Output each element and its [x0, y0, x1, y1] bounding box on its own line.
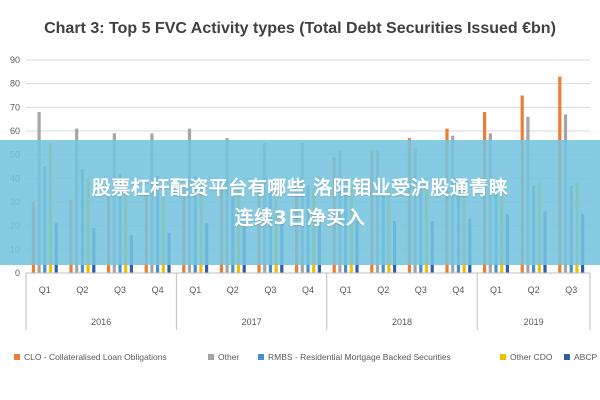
- y-tick-label: 90: [10, 55, 20, 65]
- x-tick-label: Q3: [565, 285, 577, 295]
- x-tick-label: Q3: [114, 285, 126, 295]
- x-tick-label: Q1: [340, 285, 352, 295]
- x-tick-label: Q4: [152, 285, 164, 295]
- chart-title: Chart 3: Top 5 FVC Activity types (Total…: [44, 20, 556, 37]
- legend-swatch: [14, 354, 20, 360]
- legend-label: Other: [218, 352, 239, 362]
- x-tick-label: Q3: [415, 285, 427, 295]
- overlay-banner[interactable]: 股票杠杆配资平台有哪些 洛阳钼业受沪股通青睐 连续3日净买入: [0, 140, 600, 265]
- x-tick-label: Q1: [490, 285, 502, 295]
- y-tick-label: 70: [10, 102, 20, 112]
- legend-label: CLO - Collateralised Loan Obligations: [24, 352, 167, 362]
- x-tick-label: Q1: [39, 285, 51, 295]
- y-tick-label: 80: [10, 79, 20, 89]
- year-label: 2018: [392, 317, 412, 327]
- legend-swatch: [500, 354, 506, 360]
- x-tick-label: Q4: [452, 285, 464, 295]
- legend-swatch: [564, 354, 570, 360]
- year-label: 2019: [524, 317, 544, 327]
- x-tick-label: Q2: [528, 285, 540, 295]
- x-tick-label: Q2: [377, 285, 389, 295]
- y-tick-label: 60: [10, 126, 20, 136]
- legend-swatch: [258, 354, 264, 360]
- legend-swatch: [208, 354, 214, 360]
- y-tick-label: 0: [15, 268, 20, 278]
- banner-line-1: 股票杠杆配资平台有哪些 洛阳钼业受沪股通青睐: [91, 176, 509, 199]
- x-tick-label: Q1: [189, 285, 201, 295]
- x-tick-label: Q2: [76, 285, 88, 295]
- banner-line-2: 连续3日净买入: [234, 206, 366, 229]
- legend-label: Other CDO: [510, 352, 553, 362]
- x-axis: Q1 Q2 Q3 Q4 Q1 Q2 Q3 Q4 Q1 Q2 Q3 Q4 Q1 Q2 Q3 2016 2017 20…: [25, 272, 591, 330]
- legend: CLO - Collateralised Loan Obligations Oth…: [14, 352, 597, 362]
- year-label: 2017: [242, 317, 262, 327]
- x-tick-label: Q3: [264, 285, 276, 295]
- legend-label: RMBS - Residential Mortgage Backed Secur…: [268, 352, 451, 362]
- legend-label: ABCP: [574, 352, 597, 362]
- x-tick-label: Q4: [302, 285, 314, 295]
- year-label: 2016: [91, 317, 111, 327]
- x-tick-label: Q2: [227, 285, 239, 295]
